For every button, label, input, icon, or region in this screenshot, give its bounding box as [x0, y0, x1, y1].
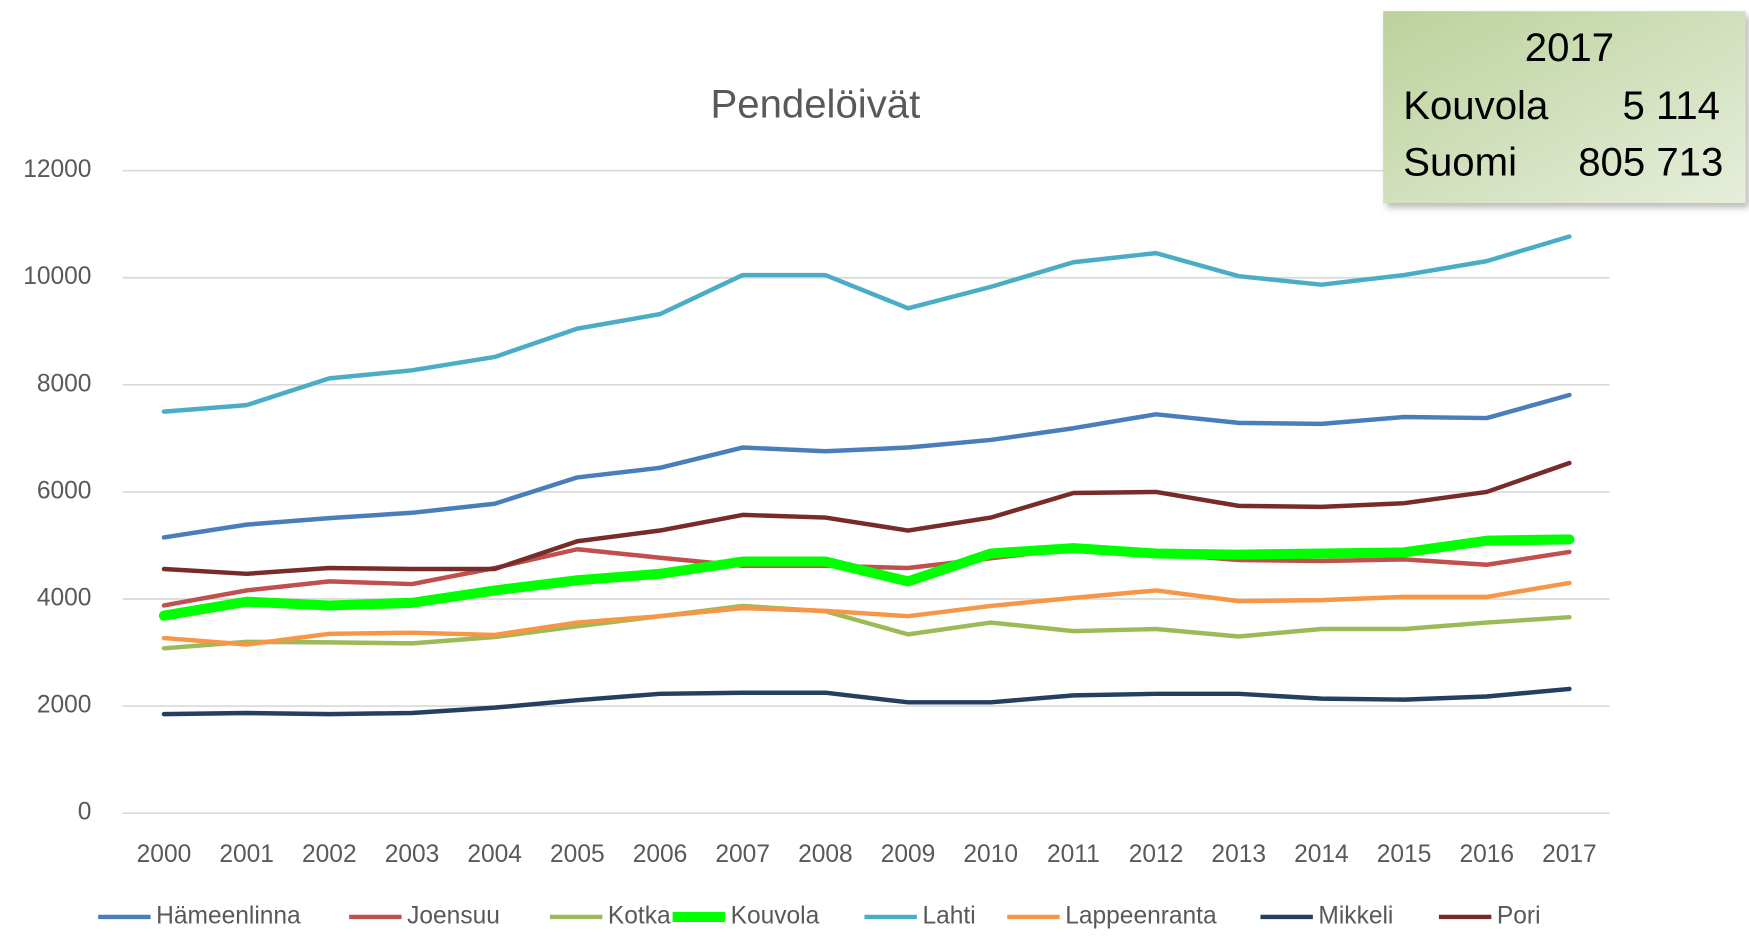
- x-tick-label: 2014: [1294, 841, 1349, 868]
- y-tick-label: 6000: [37, 477, 92, 504]
- y-tick-label: 12000: [23, 156, 91, 183]
- legend-label: Pori: [1497, 902, 1541, 929]
- info-label: Suomi: [1403, 140, 1517, 185]
- series-line: [161, 234, 1572, 414]
- chart-title: Pendelöivät: [710, 82, 920, 127]
- info-label: Kouvola: [1403, 83, 1549, 128]
- info-value: 5 114: [1623, 83, 1720, 128]
- info-box-bg: [1383, 11, 1746, 204]
- x-tick-label: 2005: [550, 841, 605, 868]
- series-line: [161, 603, 1572, 651]
- y-tick-label: 0: [78, 799, 92, 826]
- y-tick-label: 8000: [37, 370, 92, 397]
- legend-label: Joensuu: [407, 902, 500, 929]
- y-tick-label: 4000: [37, 584, 92, 611]
- legend-label: Mikkeli: [1318, 902, 1393, 929]
- legend-label: Hämeenlinna: [156, 902, 301, 929]
- y-tick-label: 2000: [37, 692, 92, 719]
- series-line: [161, 392, 1572, 540]
- info-year: 2017: [1525, 25, 1614, 70]
- x-tick-label: 2009: [881, 841, 936, 868]
- x-tick-label: 2017: [1542, 841, 1597, 868]
- info-box: 2017 Kouvola 5 114 Suomi 805 713: [1383, 11, 1746, 204]
- x-tick-label: 2006: [633, 841, 688, 868]
- x-tick-label: 2013: [1211, 841, 1266, 868]
- legend-label: Kotka: [608, 902, 671, 929]
- x-tick-label: 2001: [219, 841, 274, 868]
- series-line: [158, 534, 1575, 621]
- series-line: [161, 460, 1572, 577]
- x-tick-label: 2000: [137, 841, 192, 868]
- x-tick-label: 2003: [385, 841, 440, 868]
- series-line: [161, 686, 1572, 717]
- x-tick-label: 2002: [302, 841, 357, 868]
- info-value: 805 713: [1578, 140, 1723, 185]
- series-line: [161, 580, 1572, 647]
- x-tick-label: 2011: [1047, 841, 1100, 868]
- x-tick-label: 2016: [1459, 841, 1514, 868]
- x-tick-label: 2010: [963, 841, 1018, 868]
- legend-label: Lappeenranta: [1065, 902, 1217, 929]
- x-tick-label: 2008: [798, 841, 853, 868]
- y-tick-label: 10000: [23, 263, 91, 290]
- x-tick-label: 2015: [1377, 841, 1432, 868]
- legend-label: Lahti: [922, 902, 975, 929]
- x-tick-label: 2004: [467, 841, 522, 868]
- x-tick-label: 2012: [1129, 841, 1184, 868]
- x-tick-label: 2007: [715, 841, 770, 868]
- legend-label: Kouvola: [731, 902, 820, 929]
